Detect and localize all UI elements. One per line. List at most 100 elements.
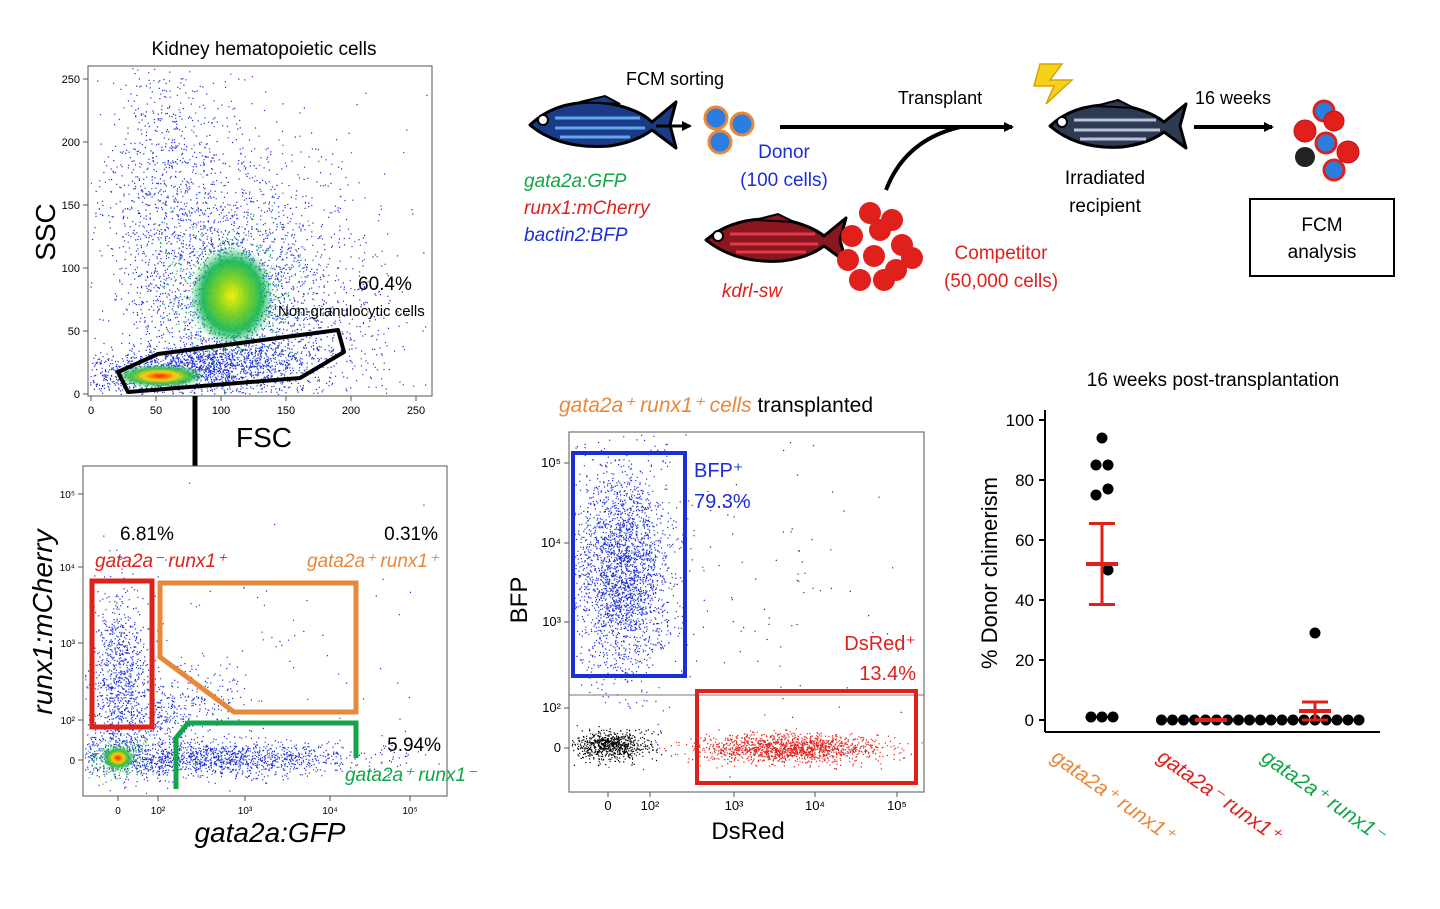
competitor-merge-arrow [884, 125, 961, 191]
chart-point [1107, 711, 1119, 723]
panel-c-x-label: DsRed [711, 818, 784, 845]
chart-y-tick-label: 40 [1015, 591, 1034, 610]
gate-orange-percent: 0.31% [384, 524, 438, 545]
panel-b-y-tick-label: 10³ [61, 639, 76, 650]
chart-point [1222, 714, 1233, 726]
competitor-cells [837, 202, 923, 291]
panel-a-y-tick-label: 50 [68, 326, 80, 338]
panel-c-y-tick-label: 10² [542, 700, 561, 715]
gate-gata2a-pos-runx1-pos [157, 580, 359, 715]
chart-y-tick-label: 0 [1025, 711, 1034, 730]
dsred-gate-name: DsRed⁺ [844, 633, 916, 655]
gate-gata2a-neg-runx1-pos [89, 578, 155, 730]
analysis-cell [1336, 140, 1360, 164]
donor-cell [707, 129, 733, 155]
bfp-gate-name: BFP⁺ [694, 460, 743, 482]
analysis-cell [1295, 147, 1315, 167]
bfp-positive-gate [571, 451, 687, 678]
chart-point [1233, 714, 1244, 726]
chart-point [1353, 714, 1365, 726]
analysis-cell [1293, 119, 1317, 143]
gate-gata2a-pos-runx1-neg [173, 720, 359, 789]
chart-point [1255, 714, 1266, 726]
panel-a-y-label: SSC [30, 203, 61, 261]
panel-b-x-tick-label: 10⁴ [322, 806, 337, 817]
competitor-cell [863, 245, 885, 267]
donor-count: (100 cells) [740, 170, 828, 191]
panel-a-y-tick-label: 150 [62, 200, 80, 212]
panel-c-y-tick-label: 0 [554, 740, 561, 755]
panel-b-y-tick-label: 10⁴ [60, 563, 75, 574]
chart-y-tick-label: 80 [1015, 471, 1034, 490]
gate-red-percent: 6.81% [120, 524, 174, 545]
panel-c: gata2a⁺ runx1⁺ cells transplanted BFP⁺ 7… [506, 394, 925, 845]
competitor-cell [837, 249, 859, 271]
panel-c-x-tick-label: 0 [604, 798, 611, 813]
panel-a-y-tick-label: 0 [74, 389, 80, 401]
transplant-scheme: FCM sorting Donor (100 cells) gata2a:GFP… [524, 63, 1395, 302]
chart-point [1102, 564, 1114, 576]
chart-point [1189, 714, 1200, 726]
recipient-label-1: Irradiated [1065, 168, 1145, 189]
panel-a-x-tick-label: 50 [150, 405, 162, 417]
panel-a-x-label: FSC [236, 422, 292, 453]
chart-y-tick-label: 20 [1015, 651, 1034, 670]
gate-red-name: gata2a⁻ runx1⁺ [95, 551, 228, 572]
panel-b-y-label: runx1:mCherry [27, 527, 58, 714]
donor-label: Donor [758, 142, 810, 163]
fcm-analysis-line2: analysis [1288, 242, 1357, 263]
panel-a-density-hotspot [190, 246, 274, 346]
genotype-bfp: bactin2:BFP [524, 225, 628, 246]
panel-b-y-tick-label: 10⁵ [60, 490, 75, 501]
panel-a-y-tick-label: 250 [62, 74, 80, 86]
chart-y-label: % Donor chimerism [977, 477, 1002, 669]
donor-cell [729, 111, 755, 137]
panel-c-x-tick-label: 10⁵ [887, 798, 907, 813]
chart-point [1342, 714, 1354, 726]
recipient-fish-icon [1048, 98, 1188, 150]
panel-a-dots [90, 68, 428, 395]
recipient-label-2: recipient [1069, 196, 1142, 217]
panel-c-y-label: BFP [506, 577, 533, 624]
fcm-analysis-line1: FCM [1301, 215, 1342, 236]
chart-point [1102, 459, 1114, 471]
chart-y-tick-label: 60 [1015, 531, 1034, 550]
chart-y-ticks: 0 20 40 60 80 100 [1006, 411, 1045, 730]
panel-c-y-tick-label: 10³ [542, 614, 561, 629]
analysis-cell [1323, 110, 1345, 132]
panel-c-dots [571, 434, 923, 778]
panel-b-scatter [87, 655, 263, 788]
competitor-cell [849, 269, 871, 291]
genotype-mcherry: runx1:mCherry [524, 198, 651, 219]
panel-a-title: Kidney hematopoietic cells [152, 39, 377, 60]
panel-b-x-tick-label: 10² [151, 806, 166, 817]
bfp-gate-percent: 79.3% [694, 491, 751, 513]
chart-point [1085, 711, 1097, 723]
panel-b-x-tick-label: 10³ [238, 806, 253, 817]
panel-c-title-colored: gata2a⁺ runx1⁺ cells [559, 394, 752, 417]
panel-b-x-tick-label: 0 [115, 806, 121, 817]
chart-point [1178, 714, 1189, 726]
genotype-gfp: gata2a:GFP [524, 171, 627, 192]
chart-point [1244, 714, 1255, 726]
chart-point [1090, 489, 1102, 501]
panel-b-y-tick-label: 0 [69, 756, 75, 767]
weeks-label: 16 weeks [1195, 88, 1271, 108]
panel-a-gate-percent: 60.4% [358, 274, 412, 295]
fcm-sorting-label: FCM sorting [626, 69, 724, 89]
panel-a-gate-label: Non-granulocytic cells [278, 303, 425, 320]
panel-a-y-tick-label: 100 [62, 263, 80, 275]
chart-point [1331, 714, 1343, 726]
chart-marks [1085, 432, 1365, 726]
panel-c-title-rest: transplanted [757, 394, 873, 417]
competitor-cell [873, 269, 895, 291]
chart-title: 16 weeks post-transplantation [1087, 370, 1339, 391]
panel-a-y-tick-label: 200 [62, 137, 80, 149]
panel-a-density-hotspot-low [114, 364, 206, 388]
competitor-fish-label: kdrl-sw [722, 281, 783, 302]
chart-point [1276, 714, 1288, 726]
competitor-cell [881, 209, 903, 231]
chart-point [1156, 714, 1167, 726]
panel-a-x-tick-label: 250 [407, 405, 425, 417]
